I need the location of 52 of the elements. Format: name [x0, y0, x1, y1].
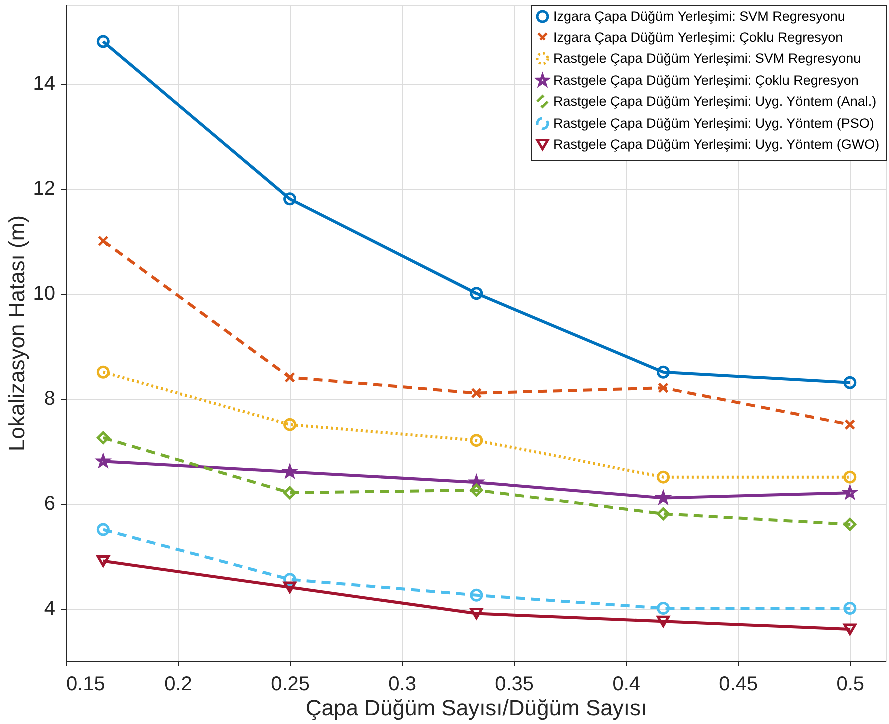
legend-label: Rastgele Çapa Düğüm Yerleşimi: Uyg. Yöntem (GWO)	[554, 136, 880, 152]
point	[470, 588, 484, 602]
point	[96, 35, 110, 48]
point	[96, 523, 110, 536]
point	[844, 376, 857, 390]
point	[657, 602, 670, 616]
point	[470, 484, 484, 497]
legend-label: Izgara Çapa Düğüm Yerleşimi: Çoklu Regresyon	[554, 30, 844, 45]
point	[470, 287, 484, 300]
legend-label: Rastgele Çapa Düğüm Yerleşimi: Çoklu Regresyon	[554, 72, 859, 88]
point	[844, 470, 857, 484]
point	[470, 608, 484, 620]
y-tick-label: 10	[33, 283, 56, 306]
legend-label: Rastgele Çapa Düğüm Yerleşimi: Uyg. Yöntem (Anal.)	[554, 94, 877, 109]
point	[96, 431, 110, 444]
point	[844, 602, 857, 616]
y-tick-label: 8	[44, 388, 56, 410]
y-axis-title: Lokalizasyon Hatası (m)	[4, 216, 30, 452]
x-tick-label: 0.3	[388, 674, 416, 696]
y-tick-label: 12	[33, 178, 56, 200]
y-tick-label: 14	[33, 73, 56, 96]
point	[657, 470, 670, 484]
point	[284, 486, 297, 500]
point	[657, 508, 670, 521]
point	[471, 388, 482, 399]
x-tick-label: 0.2	[164, 674, 192, 696]
x-tick-label: 0.45	[719, 674, 758, 696]
point	[844, 518, 857, 532]
x-tick-label: 0.15	[66, 674, 106, 696]
y-tick-label: 4	[44, 598, 56, 620]
point	[844, 624, 857, 636]
legend-label: Izgara Çapa Düğüm Yerleşimi: SVM Regresyonu	[554, 8, 846, 24]
legend-label: Rastgele Çapa Düğüm Yerleşimi: Uyg. Yöntem (PSO)	[554, 116, 874, 131]
point	[470, 434, 484, 448]
point	[658, 382, 669, 394]
x-tick-label: 0.25	[271, 674, 310, 696]
x-tick-label: 0.5	[836, 674, 865, 696]
x-tick-label: 0.4	[612, 674, 641, 696]
point	[284, 418, 297, 432]
point	[657, 616, 670, 628]
x-tick-label: 0.35	[495, 674, 534, 696]
point	[284, 192, 297, 206]
point	[844, 419, 856, 430]
point	[284, 372, 296, 384]
x-axis-title: Çapa Düğüm Sayısı/Düğüm Sayısı	[306, 696, 648, 720]
point	[657, 366, 670, 379]
point	[98, 236, 109, 247]
y-tick-label: 6	[44, 493, 56, 516]
legend-label: Rastgele Çapa Düğüm Yerleşimi: SVM Regresyonu	[554, 50, 862, 66]
point	[284, 582, 297, 594]
point	[96, 366, 110, 379]
point	[96, 555, 110, 568]
